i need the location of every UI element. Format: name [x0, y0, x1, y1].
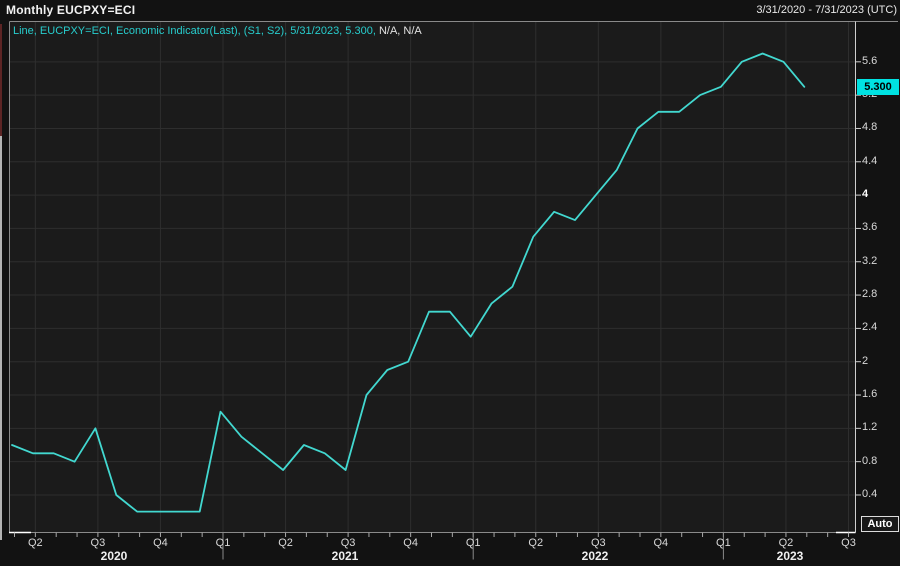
series-legend[interactable]: Line, EUCPXY=ECI, Economic Indicator(Las… [13, 25, 422, 37]
series-legend-na: N/A, N/A [375, 25, 422, 37]
x-axis-quarter-label: Q2 [528, 537, 544, 549]
y-axis-label: 4.8 [862, 121, 878, 134]
x-axis-year-label: 2020 [100, 549, 128, 563]
x-axis-year-label: 2021 [331, 549, 359, 563]
y-axis-label: 2 [862, 354, 869, 367]
x-axis-quarter-label: Q3 [590, 537, 606, 549]
x-axis-quarter-label: Q3 [841, 537, 856, 549]
chart-title: Monthly EUCPXY=ECI [6, 3, 136, 17]
last-value-badge: 5.300 [857, 79, 899, 95]
x-axis-quarter-label: Q2 [778, 537, 794, 549]
y-axis-label: 2.8 [862, 288, 878, 301]
title-bar: Monthly EUCPXY=ECI 3/31/2020 - 7/31/2023… [0, 0, 900, 20]
x-axis-quarter-label: Q2 [28, 537, 43, 549]
price-line [11, 52, 806, 513]
x-axis-quarter-label: Q3 [90, 537, 106, 549]
y-axis-label: 4.4 [862, 154, 878, 167]
left-edge-red-strip [0, 24, 2, 136]
plot-background [10, 22, 856, 533]
x-axis-quarter-label: Q4 [153, 537, 168, 549]
y-axis-label: 3.6 [862, 221, 878, 234]
y-axis-label: 0.4 [862, 487, 878, 500]
y-axis-label: 3.2 [862, 254, 878, 267]
x-axis-quarter-label: Q4 [653, 537, 669, 549]
y-axis-label: 1.2 [862, 421, 878, 434]
x-axis-quarter-label: Q3 [340, 537, 356, 549]
y-axis-label: 2.4 [862, 321, 878, 334]
auto-scale-button[interactable]: Auto [861, 516, 899, 532]
y-axis-label: 1.6 [862, 388, 878, 401]
x-axis-quarter-label: Q1 [716, 537, 731, 549]
x-axis-quarter-label: Q1 [465, 537, 481, 549]
series-legend-text: Line, EUCPXY=ECI, Economic Indicator(Las… [13, 25, 376, 37]
y-axis-label: 5.6 [862, 54, 878, 67]
x-axis-quarter-label: Q1 [215, 537, 231, 549]
date-range: 3/31/2020 - 7/31/2023 (UTC) [756, 4, 897, 16]
x-axis-year-label: 2022 [581, 549, 609, 563]
y-axis-label: 4 [862, 188, 869, 201]
left-edge-scrollbar-strip[interactable] [0, 136, 2, 540]
x-axis-quarter-label: Q2 [278, 537, 293, 549]
x-axis-year-label: 2023 [776, 549, 804, 563]
x-axis-quarter-label: Q4 [403, 537, 418, 549]
y-axis-label: 0.8 [862, 454, 878, 467]
